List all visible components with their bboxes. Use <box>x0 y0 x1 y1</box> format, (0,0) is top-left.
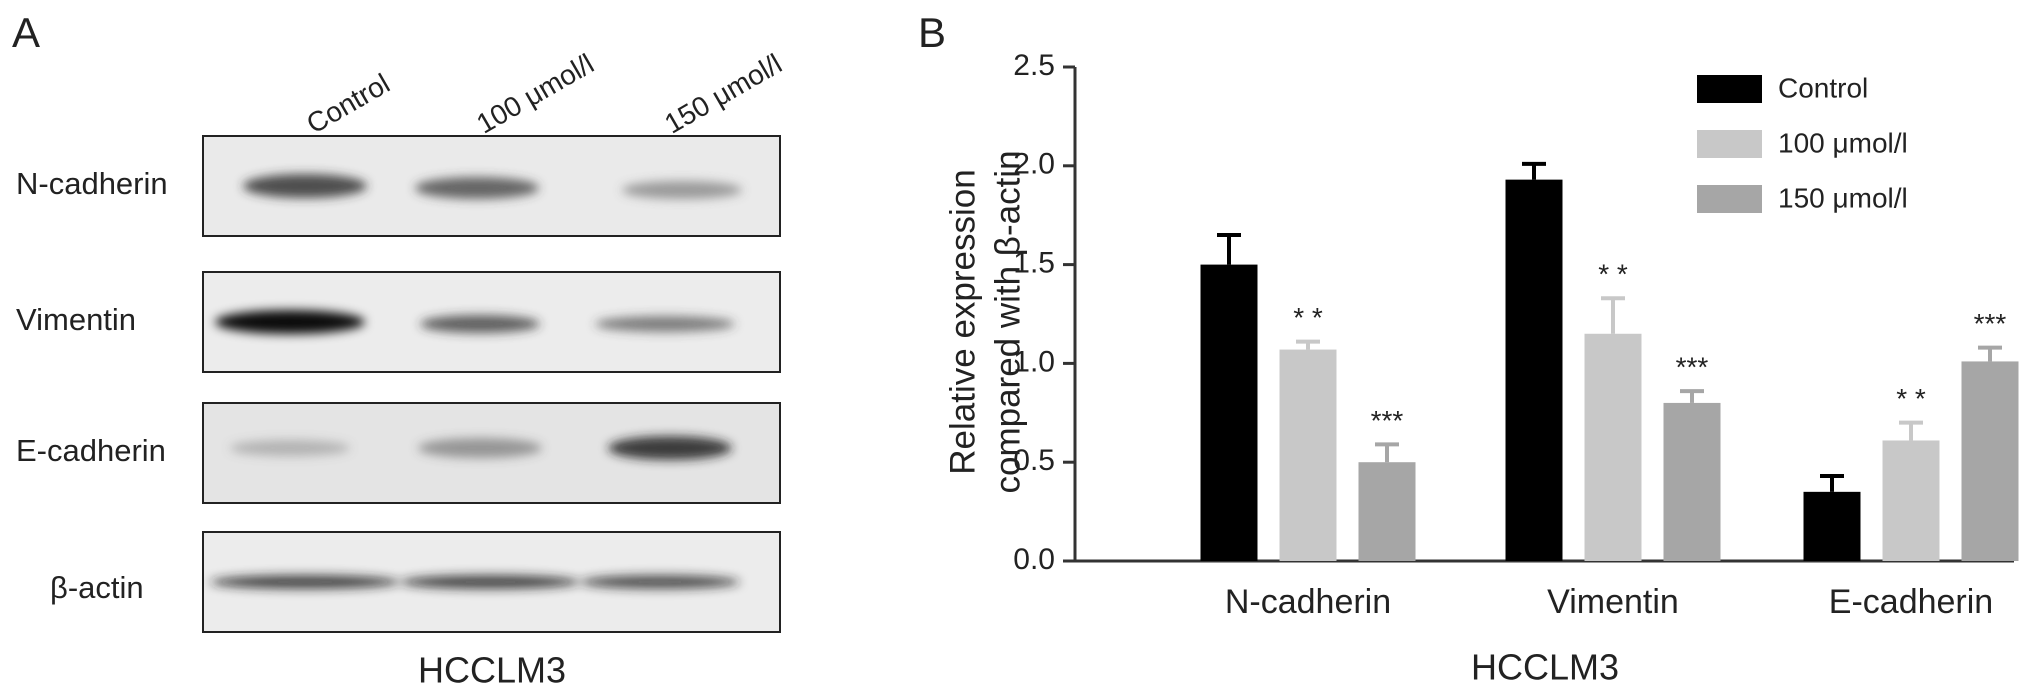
legend-label: 150 μmol/l <box>1778 182 1908 213</box>
bar <box>1882 440 1940 561</box>
significance-label: *** <box>1974 308 2007 339</box>
bands <box>210 174 742 589</box>
y-tick-label: 1.5 <box>1013 247 1055 280</box>
band <box>420 315 540 333</box>
band <box>210 575 400 589</box>
lane-label: Control <box>301 68 395 140</box>
row-label: Vimentin <box>16 302 136 337</box>
lane-label: 100 μmol/l <box>471 48 599 140</box>
significance-label: *** <box>1371 405 1404 436</box>
band <box>230 440 350 456</box>
panel-label: A <box>12 9 40 56</box>
bar <box>1358 462 1416 561</box>
significance-label: * * <box>1293 302 1323 333</box>
y-tick-label: 0.0 <box>1013 543 1055 576</box>
row-label: β-actin <box>50 570 144 605</box>
band <box>400 575 580 589</box>
band <box>580 575 740 589</box>
significance-label: * * <box>1598 259 1628 290</box>
x-tick-label: E-cadherin <box>1829 583 1993 621</box>
bar <box>1584 333 1642 561</box>
y-tick-label: 2.0 <box>1013 148 1055 181</box>
y-tick-label: 1.0 <box>1013 345 1055 378</box>
band <box>215 310 365 334</box>
y-axis-title: Relative expression <box>943 169 982 474</box>
lane-label: 150 μmol/l <box>659 48 787 140</box>
bar <box>1200 264 1258 561</box>
legend-swatch <box>1697 130 1762 158</box>
row-label: N-cadherin <box>16 166 168 201</box>
row-label: E-cadherin <box>16 433 166 468</box>
band <box>595 316 735 332</box>
x-tick-label: Vimentin <box>1547 583 1679 621</box>
y-tick-label: 2.5 <box>1013 49 1055 82</box>
bar <box>1961 361 2019 561</box>
band <box>622 181 742 199</box>
significance-label: *** <box>1676 351 1709 382</box>
bar <box>1663 402 1721 561</box>
bar <box>1803 491 1861 561</box>
x-tick-label: N-cadherin <box>1225 583 1391 621</box>
significance-label: * * <box>1896 383 1926 414</box>
bar <box>1505 179 1563 561</box>
bar <box>1279 349 1337 561</box>
band <box>418 438 542 458</box>
band <box>608 436 732 460</box>
legend-swatch <box>1697 75 1762 103</box>
legend-label: 100 μmol/l <box>1778 127 1908 158</box>
band <box>415 177 539 199</box>
blot-panels <box>202 135 781 633</box>
y-tick-label: 0.5 <box>1013 444 1055 477</box>
x-axis-title: HCCLM3 <box>1471 647 1619 688</box>
legend-swatch <box>1697 185 1762 213</box>
y-axis-title: compared with β-actin <box>988 150 1027 493</box>
panel-label: B <box>918 9 946 56</box>
x-axis-title: HCCLM3 <box>418 650 566 691</box>
legend-label: Control <box>1778 72 1868 103</box>
band <box>243 174 367 198</box>
